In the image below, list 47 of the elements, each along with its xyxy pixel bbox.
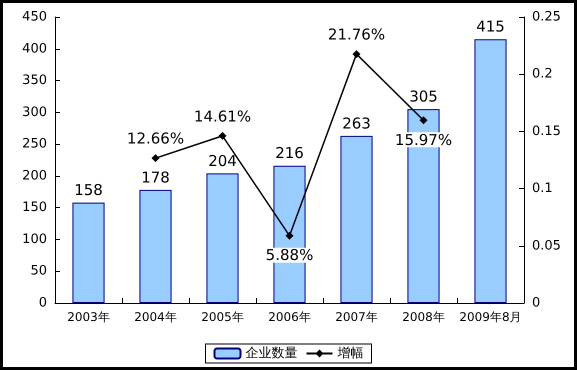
- x-tick-label: 2005年: [201, 310, 244, 324]
- y-tick-label: 250: [22, 136, 47, 152]
- y2-tick-label: 0.25: [532, 10, 561, 24]
- bar: [474, 39, 507, 303]
- data-label: 5.88%: [266, 246, 314, 264]
- x-tick-label: 2008年: [402, 310, 445, 324]
- y-tick-label: 450: [22, 10, 47, 24]
- point: [218, 132, 226, 140]
- x-tick-label: 2003年: [67, 310, 110, 324]
- y-tick-label: 50: [30, 264, 47, 279]
- point: [286, 232, 294, 240]
- bar: [72, 202, 105, 303]
- y2-tick-label: 0.05: [532, 238, 561, 254]
- point: [420, 116, 428, 124]
- data-label: 158: [74, 181, 103, 200]
- x-tick-label: 2006年: [268, 310, 311, 324]
- data-label: 15.97%: [394, 130, 452, 149]
- data-label: 204: [208, 152, 237, 170]
- point: [152, 154, 160, 162]
- x-tick-label: 2007年: [335, 310, 378, 324]
- data-label: 21.76%: [328, 26, 386, 44]
- legend-label: 企业数量: [246, 346, 298, 361]
- y-tick-label: 350: [22, 73, 47, 88]
- bar: [340, 136, 373, 303]
- y-tick-label: 300: [22, 104, 47, 120]
- y2-tick-label: 0: [532, 296, 540, 310]
- data-label: 12.66%: [126, 130, 184, 148]
- y-tick-label: 0: [38, 296, 47, 310]
- legend-label: 增幅: [336, 346, 364, 361]
- y-tick-label: 400: [22, 41, 47, 56]
- x-tick-label: 2009年8月: [459, 310, 522, 324]
- point: [352, 50, 360, 58]
- y2-tick-label: 0.15: [532, 124, 561, 139]
- y2-tick-label: 0.1: [532, 181, 553, 196]
- bar: [139, 190, 172, 303]
- data-label: 305: [409, 88, 438, 106]
- data-label: 178: [141, 168, 170, 186]
- data-label: 263: [342, 114, 371, 132]
- data-label: 415: [476, 18, 505, 36]
- x-tick-label: 2004年: [134, 310, 177, 324]
- y-tick-label: 100: [22, 232, 47, 247]
- data-label: 216: [275, 144, 304, 162]
- data-label: 14.61%: [194, 107, 252, 126]
- y-tick-label: 150: [22, 200, 47, 216]
- y2-tick-label: 0.2: [532, 66, 553, 82]
- y-tick-label: 200: [22, 168, 47, 184]
- bar: [206, 173, 239, 303]
